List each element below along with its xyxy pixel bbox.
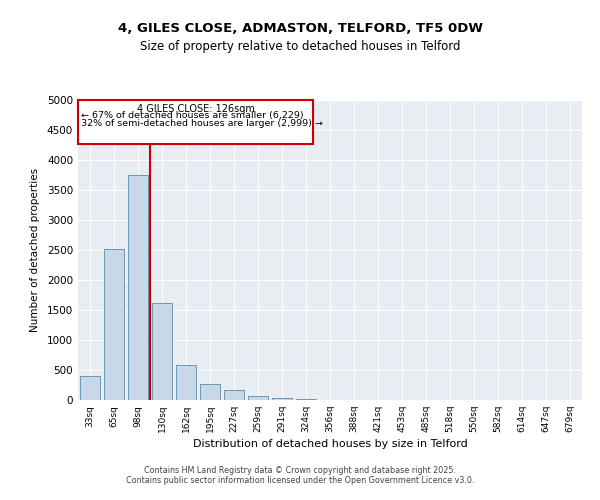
Bar <box>200 384 220 400</box>
Bar <box>176 365 196 400</box>
Text: Size of property relative to detached houses in Telford: Size of property relative to detached ho… <box>140 40 460 53</box>
Text: Contains HM Land Registry data © Crown copyright and database right 2025.
Contai: Contains HM Land Registry data © Crown c… <box>126 466 474 485</box>
Text: 32% of semi-detached houses are larger (2,999) →: 32% of semi-detached houses are larger (… <box>81 119 323 128</box>
Bar <box>80 376 100 400</box>
Bar <box>128 175 148 400</box>
FancyBboxPatch shape <box>79 100 313 144</box>
Bar <box>224 390 244 400</box>
Y-axis label: Number of detached properties: Number of detached properties <box>30 168 40 332</box>
Text: 4, GILES CLOSE, ADMASTON, TELFORD, TF5 0DW: 4, GILES CLOSE, ADMASTON, TELFORD, TF5 0… <box>118 22 482 36</box>
X-axis label: Distribution of detached houses by size in Telford: Distribution of detached houses by size … <box>193 440 467 450</box>
Text: 4 GILES CLOSE: 126sqm: 4 GILES CLOSE: 126sqm <box>137 104 255 114</box>
Bar <box>248 396 268 400</box>
Bar <box>104 249 124 400</box>
Text: ← 67% of detached houses are smaller (6,229): ← 67% of detached houses are smaller (6,… <box>81 111 304 120</box>
Bar <box>152 303 172 400</box>
Bar <box>272 398 292 400</box>
